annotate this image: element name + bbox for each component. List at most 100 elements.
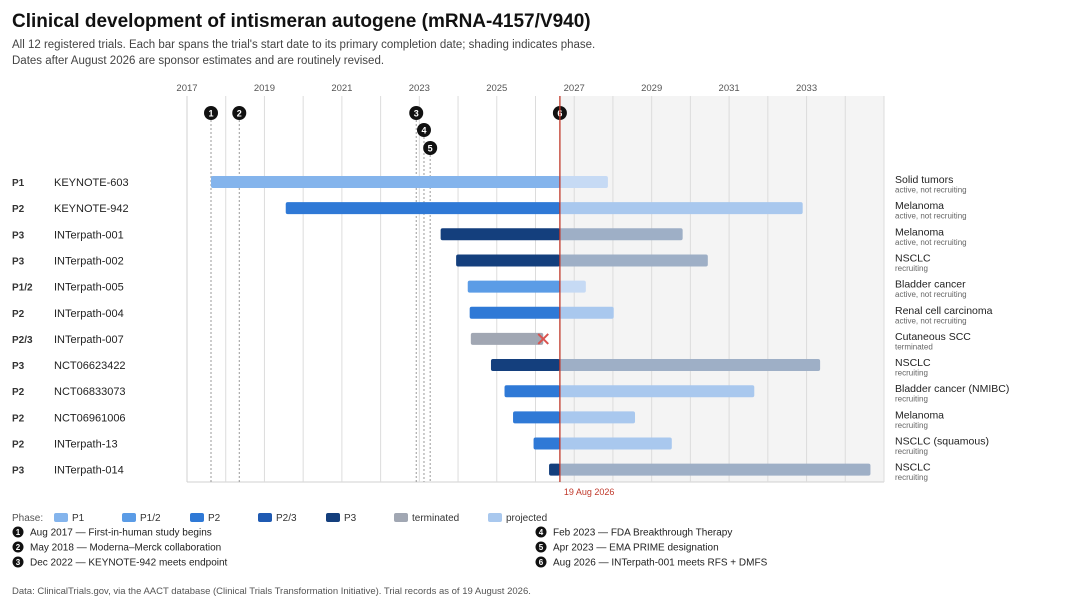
trial-indication: Bladder cancer (NMIBC) xyxy=(895,383,1009,395)
trial-phase-label: P2 xyxy=(12,204,25,215)
trial-name-label: KEYNOTE-942 xyxy=(54,203,129,215)
trial-indication: NSCLC xyxy=(895,462,931,474)
trial-bar-projected xyxy=(556,228,683,241)
trial-phase-label: P3 xyxy=(12,361,25,372)
trial-indication: NSCLC xyxy=(895,252,931,264)
trial-indication: Cutaneous SCC xyxy=(895,331,971,343)
trial-status: recruiting xyxy=(895,264,928,273)
source-note: Data: ClinicalTrials.gov, via the AACT d… xyxy=(12,586,531,597)
milestone-badge xyxy=(409,106,424,120)
milestone-list-badge xyxy=(12,556,24,568)
trial-phase-label: P1/2 xyxy=(12,283,33,294)
trial-indication: Renal cell carcinoma xyxy=(895,305,993,317)
trial-bar-projected xyxy=(556,437,672,450)
chart-subtitle: All 12 registered trials. Each bar spans… xyxy=(12,39,596,51)
milestone-list-text: Apr 2023 — EMA PRIME designation xyxy=(553,543,719,554)
milestone-list-text: Feb 2023 — FDA Breakthrough Therapy xyxy=(553,528,732,539)
x-tick-label: 2017 xyxy=(176,83,197,94)
trial-status: active, not recruiting xyxy=(895,212,967,221)
trial-bar-actual xyxy=(513,411,560,424)
trial-bar-projected xyxy=(556,254,708,267)
trial-bar-actual xyxy=(285,202,560,215)
trial-bar-actual xyxy=(211,176,560,188)
trial-name-label: INTerpath-014 xyxy=(54,465,124,477)
milestone-list-badge xyxy=(12,541,24,553)
trial-phase-label: P2/3 xyxy=(12,335,33,346)
trial-phase-label: P3 xyxy=(12,256,25,267)
trial-bar-projected xyxy=(556,385,755,398)
milestone-badge-number: 4 xyxy=(421,126,426,136)
trial-name-label: KEYNOTE-603 xyxy=(54,177,129,189)
legend-label: P1 xyxy=(72,513,85,524)
trial-phase-label: P2 xyxy=(12,387,25,398)
trial-name-label: INTerpath-007 xyxy=(54,334,124,346)
milestone-badge-number: 2 xyxy=(237,109,242,119)
trial-bar-terminated xyxy=(470,332,544,345)
trial-status: active, not recruiting xyxy=(895,316,967,325)
trial-name-label: INTerpath-002 xyxy=(54,255,124,267)
milestone-list-number: 3 xyxy=(16,558,21,567)
chart-title: Clinical development of intismeran autog… xyxy=(12,11,591,32)
x-tick-label: 2021 xyxy=(331,83,352,94)
trial-bar-actual xyxy=(549,463,560,476)
trial-indication: Solid tumors xyxy=(895,174,953,186)
legend-label: projected xyxy=(506,513,547,524)
x-tick-label: 2027 xyxy=(564,83,585,94)
terminated-marker xyxy=(537,333,549,345)
trial-bar-projected xyxy=(556,176,608,188)
trial-indication: Melanoma xyxy=(895,409,944,421)
legend-swatch xyxy=(326,513,340,522)
trial-phase-label: P2 xyxy=(12,413,25,424)
trial-bar-actual xyxy=(440,228,560,241)
legend-label: P2 xyxy=(208,513,221,524)
data-date-label: 19 Aug 2026 xyxy=(564,487,615,497)
trial-indication: NSCLC (squamous) xyxy=(895,436,989,448)
x-tick-label: 2025 xyxy=(486,83,507,94)
legend-swatch xyxy=(258,513,272,522)
trial-status: active, not recruiting xyxy=(895,186,967,195)
trial-status: recruiting xyxy=(895,447,928,456)
legend-swatch xyxy=(394,513,408,522)
milestone-badge xyxy=(416,123,431,137)
milestone-badge-number: 1 xyxy=(208,109,213,119)
trial-indication: Bladder cancer xyxy=(895,279,966,291)
milestone-list-number: 2 xyxy=(16,543,21,552)
milestone-list-number: 6 xyxy=(539,558,544,567)
x-tick-label: 2023 xyxy=(409,83,430,94)
trial-status: active, not recruiting xyxy=(895,238,967,247)
trial-name-label: NCT06961006 xyxy=(54,412,126,424)
x-tick-label: 2029 xyxy=(641,83,662,94)
trial-name-label: INTerpath-004 xyxy=(54,308,124,320)
x-tick-label: 2031 xyxy=(719,83,740,94)
trial-bar-actual xyxy=(490,359,560,372)
milestone-list-number: 5 xyxy=(539,543,544,552)
trial-bar-projected xyxy=(556,463,871,476)
trial-name-label: INTerpath-005 xyxy=(54,282,124,294)
milestone-badge xyxy=(232,106,247,120)
milestone-badge xyxy=(204,106,219,120)
trial-bar-projected xyxy=(556,202,803,215)
milestone-list-badge xyxy=(535,556,547,568)
milestone-list-badge xyxy=(535,541,547,553)
milestone-list-text: Aug 2026 — INTerpath-001 meets RFS + DMF… xyxy=(553,558,768,569)
trial-indication: Melanoma xyxy=(895,200,944,212)
milestone-list-badge xyxy=(535,526,547,538)
trial-status: recruiting xyxy=(895,421,928,430)
trial-phase-label: P2 xyxy=(12,309,25,320)
trial-phase-label: P1 xyxy=(12,178,25,189)
trial-indication: Melanoma xyxy=(895,226,944,238)
trial-status: active, not recruiting xyxy=(895,290,967,299)
trial-status: recruiting xyxy=(895,369,928,378)
legend-label: P3 xyxy=(344,513,357,524)
milestone-list-text: May 2018 — Moderna–Merck collaboration xyxy=(30,543,221,554)
trial-bar-projected xyxy=(556,359,821,372)
trial-bar-actual xyxy=(469,306,560,319)
trial-status: terminated xyxy=(895,342,933,351)
trial-bar-projected xyxy=(556,280,586,293)
trial-name-label: INTerpath-001 xyxy=(54,229,124,241)
trial-name-label: NCT06833073 xyxy=(54,386,126,398)
milestone-badge-number: 5 xyxy=(428,144,433,154)
trial-bar-actual xyxy=(467,280,560,293)
legend-title: Phase: xyxy=(12,513,43,524)
trial-bar-actual xyxy=(533,437,560,450)
